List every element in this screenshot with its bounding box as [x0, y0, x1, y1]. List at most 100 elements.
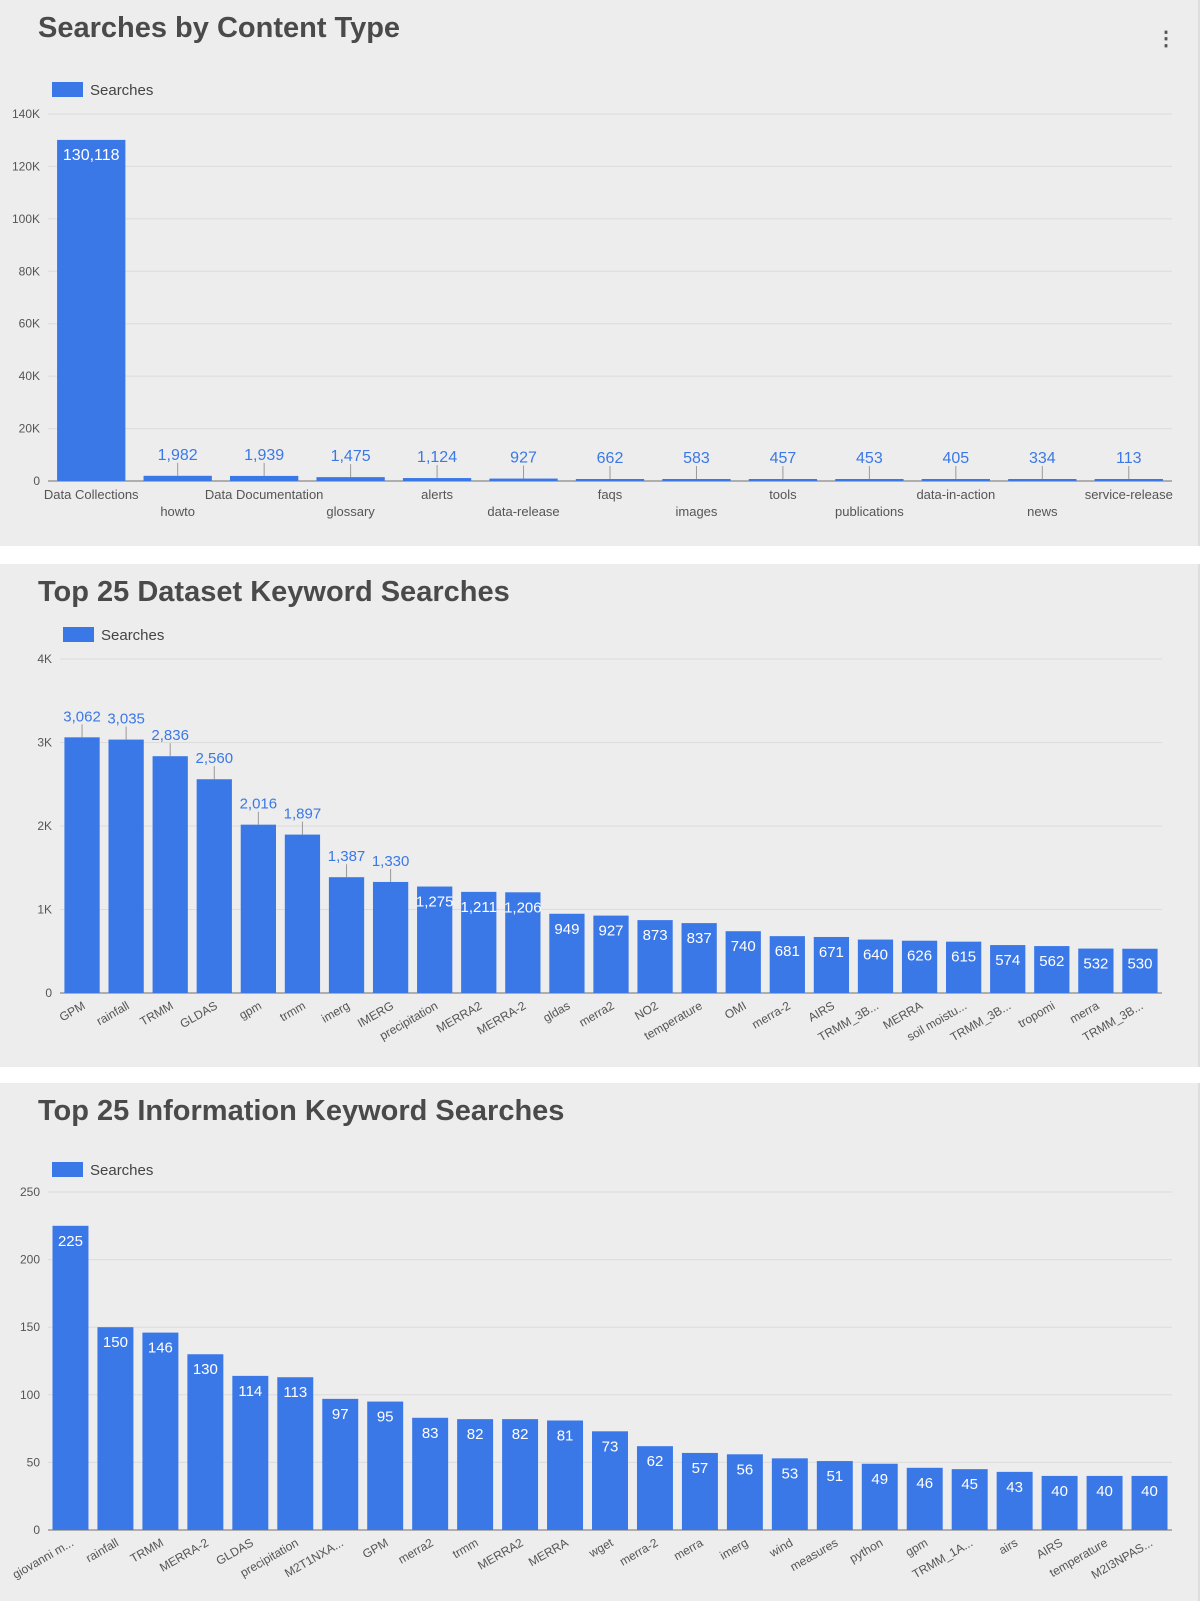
information-keyword-panel: Top 25 Information Keyword Searches Sear… — [0, 1083, 1200, 1601]
legend-swatch — [52, 1162, 83, 1177]
chart-title: Top 25 Dataset Keyword Searches — [38, 576, 510, 608]
y-tick-label: 3K — [37, 736, 52, 750]
content-type-chart: Searches 0 20K 40K 60K 80K 100K 120K 140K 130,118… — [12, 82, 1173, 519]
bar — [1041, 1475, 1078, 1530]
data-label: 3,062 — [63, 708, 101, 725]
y-tick-label: 200 — [20, 1253, 40, 1267]
bar — [1008, 479, 1077, 481]
bar — [593, 915, 629, 993]
data-label: 95 — [377, 1409, 394, 1426]
bar — [549, 913, 585, 993]
data-label: 574 — [995, 952, 1020, 969]
data-label: 2,016 — [240, 796, 278, 813]
x-tick-label: wind — [766, 1535, 795, 1560]
bar — [901, 940, 938, 993]
x-tick-label: tools — [769, 487, 797, 502]
bar — [906, 1467, 943, 1530]
data-label: 949 — [554, 921, 579, 938]
bar — [143, 475, 212, 481]
data-label: 532 — [1083, 956, 1108, 973]
data-label: 1,330 — [372, 853, 410, 870]
x-tick-label: giovanni m... — [10, 1535, 76, 1581]
information-keyword-chart: Searches 0 50 100 150 200 250 225 giovanni m... 1… — [10, 1162, 1172, 1582]
x-tick-label: howto — [160, 504, 195, 519]
bar — [187, 1354, 224, 1530]
bar — [1131, 1475, 1168, 1530]
data-label: 40 — [1051, 1483, 1068, 1500]
bar — [1034, 946, 1070, 993]
bar — [857, 939, 894, 993]
x-tick-label: data-release — [487, 504, 559, 519]
bar — [97, 1327, 134, 1530]
y-tick-label: 0 — [33, 474, 40, 488]
bar — [367, 1401, 404, 1530]
bar — [1086, 1475, 1123, 1530]
bar — [662, 479, 731, 481]
x-tick-label: Data Collections — [44, 487, 139, 502]
bar — [322, 1398, 359, 1530]
data-label: 113 — [283, 1384, 307, 1401]
data-label: 1,387 — [328, 848, 366, 865]
x-tick-label: wget — [586, 1535, 616, 1561]
data-label: 130,118 — [63, 147, 120, 164]
x-tick-label: GPM — [360, 1535, 391, 1561]
y-tick-label: 120K — [12, 159, 40, 173]
data-label: 51 — [826, 1468, 843, 1485]
bar — [771, 1458, 808, 1530]
data-label: 53 — [781, 1465, 798, 1482]
x-tick-label: gpm — [237, 998, 264, 1022]
bar — [748, 479, 818, 481]
x-tick-label: MERRA2 — [475, 1535, 526, 1572]
bar — [328, 877, 365, 993]
y-tick-label: 1K — [37, 903, 52, 917]
data-label: 114 — [238, 1383, 262, 1400]
data-label: 43 — [1006, 1479, 1023, 1496]
bar — [417, 886, 453, 993]
dataset-keyword-chart: Searches 0 1K 2K 3K 4K 3,062 GPM 3,035 rainfall 2,… — [37, 627, 1162, 1044]
bar — [372, 881, 409, 993]
bar — [726, 1454, 763, 1530]
data-label: 873 — [643, 927, 668, 944]
x-tick-label: data-in-action — [916, 487, 995, 502]
bar — [142, 1332, 179, 1530]
x-tick-label: service-release — [1085, 487, 1173, 502]
data-label: 1,124 — [417, 449, 457, 466]
data-label: 150 — [103, 1334, 128, 1351]
y-tick-label: 0 — [33, 1523, 40, 1537]
bar — [196, 779, 232, 993]
bar — [636, 1446, 673, 1530]
bar — [505, 892, 541, 993]
bar — [232, 1375, 269, 1530]
x-tick-label: MERRA-2 — [157, 1535, 211, 1574]
x-tick-label: rainfall — [94, 998, 132, 1028]
chart-title: Searches by Content Type — [38, 12, 401, 44]
x-tick-label: TRMM — [138, 998, 176, 1028]
bar — [230, 475, 299, 481]
data-label: 40 — [1096, 1483, 1113, 1500]
data-label: 626 — [907, 948, 932, 965]
data-label: 57 — [692, 1460, 709, 1477]
data-label: 583 — [683, 450, 710, 467]
data-label: 97 — [332, 1406, 349, 1423]
x-tick-label: python — [847, 1535, 885, 1565]
y-tick-label: 4K — [37, 652, 52, 666]
x-tick-label: faqs — [598, 487, 623, 502]
bar — [52, 1225, 89, 1530]
legend-label: Searches — [101, 627, 164, 644]
data-label: 1,982 — [158, 447, 198, 464]
bar — [681, 1452, 718, 1530]
data-label: 662 — [597, 450, 624, 467]
bar — [813, 936, 850, 993]
bar — [835, 479, 904, 481]
data-label: 82 — [467, 1426, 484, 1443]
data-label: 1,475 — [331, 448, 371, 465]
data-label: 82 — [512, 1426, 529, 1443]
y-tick-label: 20K — [19, 422, 40, 436]
data-label: 453 — [856, 450, 883, 467]
data-label: 615 — [951, 949, 976, 966]
bar — [996, 1471, 1033, 1530]
y-tick-label: 50 — [27, 1455, 41, 1469]
data-label: 225 — [58, 1233, 83, 1250]
data-label: 1,275 — [416, 894, 454, 911]
x-tick-label: gpm — [903, 1535, 930, 1559]
